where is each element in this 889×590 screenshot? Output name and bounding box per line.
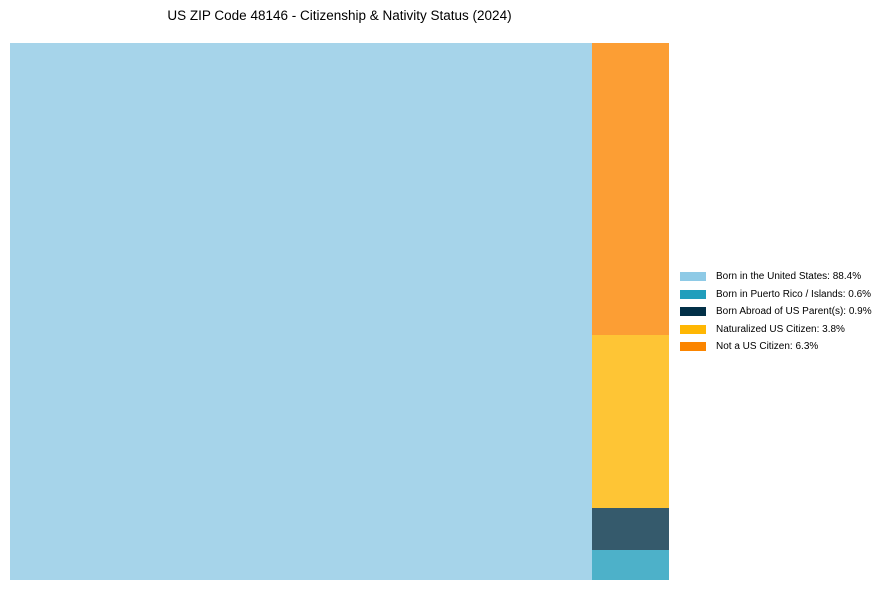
treemap-tile-not-a-us-citizen [592, 43, 669, 335]
legend-swatch [680, 289, 706, 299]
legend-label: Born in Puerto Rico / Islands: 0.6% [716, 288, 872, 300]
legend: Born in the United States: 88.4% Born in … [680, 268, 872, 356]
legend-item: Naturalized US Citizen: 3.8% [680, 321, 872, 339]
treemap-tile-born-in-puerto-rico-islands [592, 550, 669, 580]
legend-item: Not a US Citizen: 6.3% [680, 338, 872, 356]
legend-item: Born Abroad of US Parent(s): 0.9% [680, 303, 872, 321]
chart-title: US ZIP Code 48146 - Citizenship & Nativi… [167, 8, 512, 23]
treemap-tile-born-abroad-of-us-parent-s [592, 508, 669, 550]
legend-item: Born in the United States: 88.4% [680, 268, 872, 286]
treemap-tile-naturalized-us-citizen [592, 335, 669, 508]
legend-swatch [680, 272, 706, 282]
legend-swatch [680, 342, 706, 352]
legend-item: Born in Puerto Rico / Islands: 0.6% [680, 286, 872, 304]
legend-label: Born Abroad of US Parent(s): 0.9% [716, 306, 872, 318]
legend-label: Not a US Citizen: 6.3% [716, 341, 819, 353]
treemap-tile-born-in-the-united-states [10, 43, 592, 580]
legend-label: Born in the United States: 88.4% [716, 271, 862, 283]
legend-swatch [680, 307, 706, 317]
legend-label: Naturalized US Citizen: 3.8% [716, 323, 845, 335]
legend-swatch [680, 324, 706, 334]
